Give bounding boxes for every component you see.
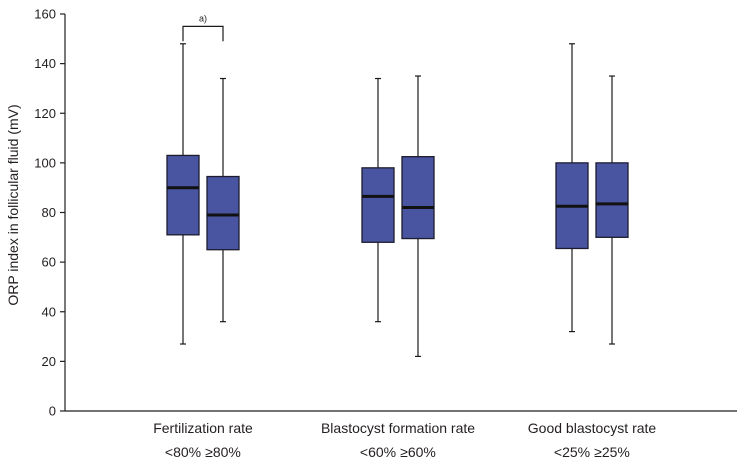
y-tick-label: 20	[42, 354, 56, 369]
significance-label: a)	[199, 13, 207, 23]
box-1-1	[401, 75, 435, 358]
box-0-0	[166, 43, 200, 345]
box-label: <80%	[165, 444, 201, 460]
box-iqr	[166, 154, 200, 236]
box-label: <25%	[554, 444, 590, 460]
box-2-0	[555, 43, 589, 333]
box-series	[166, 43, 629, 358]
y-tick-label: 100	[34, 155, 56, 170]
y-tick-label: 40	[42, 304, 56, 319]
box-iqr	[595, 162, 629, 238]
group-label: Fertilization rate	[153, 420, 253, 436]
group-labels: <80% ≥80% Fertilization rate <60% ≥60% Blasto…	[153, 420, 656, 460]
y-tick-label: 60	[42, 255, 56, 270]
y-tick-label: 120	[34, 106, 56, 121]
box-label: ≥80%	[205, 444, 241, 460]
y-axis-title: ORP index in follicular fluid (mV)	[5, 104, 21, 305]
box-0-1	[206, 77, 240, 323]
box-iqr	[401, 156, 435, 240]
box-iqr	[206, 175, 240, 251]
box-label: ≥60%	[400, 444, 436, 460]
significance-bracket	[182, 25, 224, 42]
annotations: a)	[182, 13, 224, 42]
box-2-1	[595, 75, 629, 345]
box-label: ≥25%	[594, 444, 630, 460]
box-1-0	[361, 77, 395, 323]
y-tick-label: 160	[34, 7, 56, 22]
group-label: Good blastocyst rate	[528, 420, 657, 436]
y-tick-label: 140	[34, 56, 56, 71]
group-label: Blastocyst formation rate	[321, 420, 475, 436]
y-tick-label: 0	[49, 404, 56, 419]
box-iqr	[361, 167, 395, 243]
y-axis: 0 20 40 60 80 100 120 140 160	[34, 7, 66, 419]
y-tick-label: 80	[42, 205, 56, 220]
box-label: <60%	[360, 444, 396, 460]
